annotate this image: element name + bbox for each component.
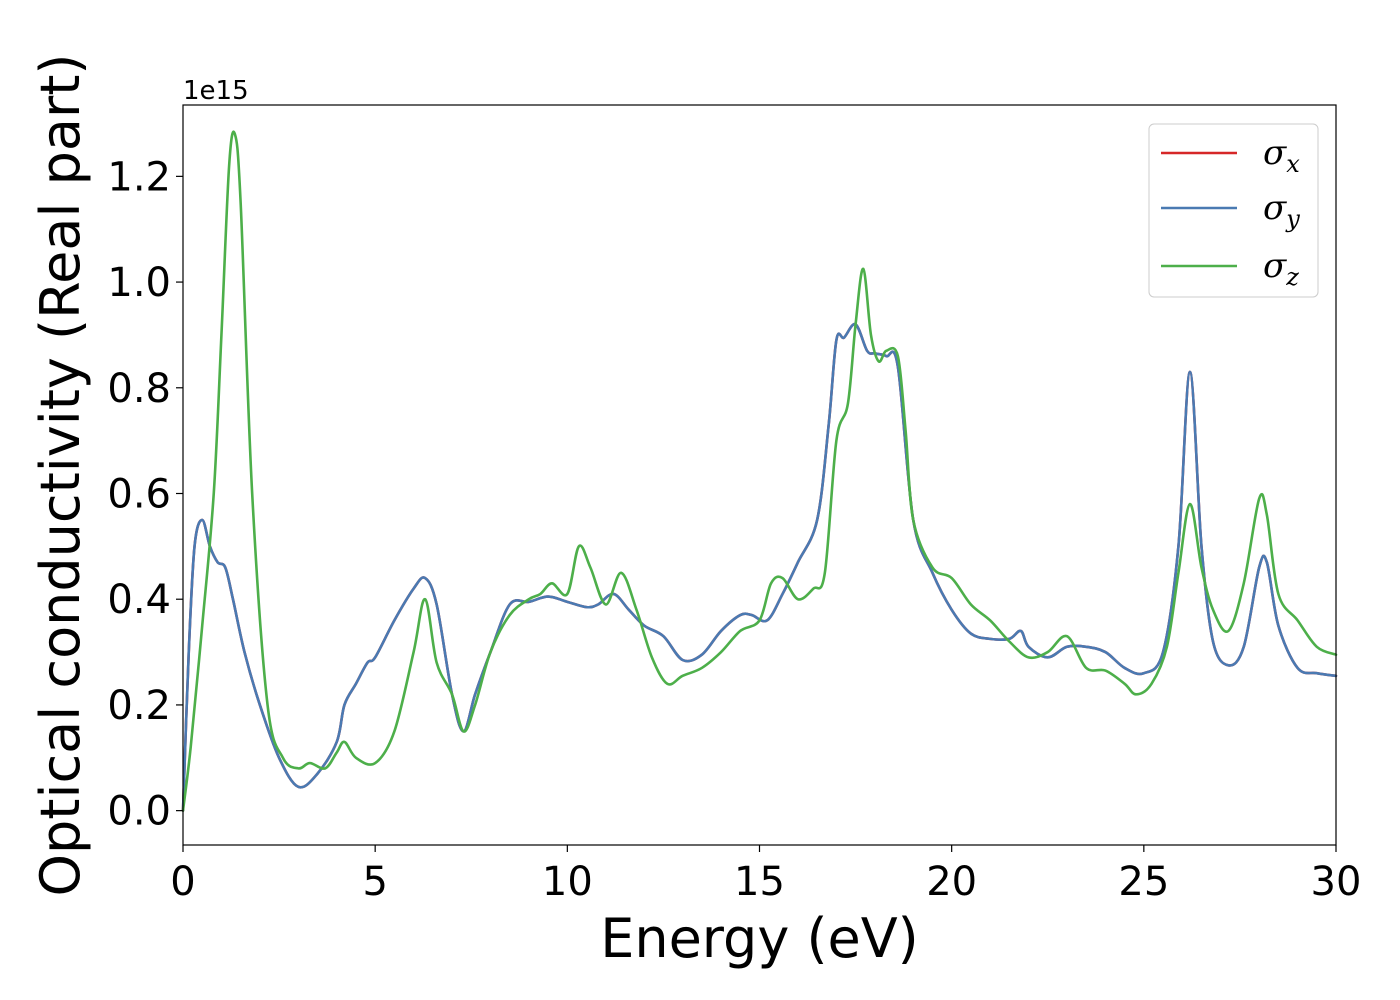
legend-label-y: σy — [1263, 188, 1300, 233]
legend-subscript: z — [1285, 263, 1299, 291]
x-tick-label: 5 — [362, 859, 387, 905]
x-tick-label: 30 — [1311, 859, 1362, 905]
y-tick-label: 0.8 — [107, 366, 171, 412]
x-tick-label: 10 — [542, 859, 593, 905]
x-tick-label: 25 — [1118, 859, 1169, 905]
y-tick-label: 0.4 — [107, 577, 171, 623]
x-axis-ticks: 0 5 10 15 20 25 30 — [170, 845, 1361, 905]
legend-symbol: σ — [1263, 188, 1287, 228]
x-tick-label: 15 — [734, 859, 785, 905]
y-tick-label: 0.6 — [107, 472, 171, 518]
legend-symbol: σ — [1263, 133, 1287, 173]
series-layer — [181, 130, 1338, 812]
legend-label-x: σx — [1263, 133, 1300, 178]
x-tick-label: 0 — [170, 859, 195, 905]
legend-box — [1148, 123, 1319, 298]
y-tick-label: 1.2 — [107, 154, 171, 200]
y-tick-label: 0.2 — [107, 683, 171, 729]
series-line-y — [181, 322, 1338, 812]
y-tick-label: 0.0 — [107, 789, 171, 835]
legend-label-z: σz — [1263, 246, 1299, 291]
legend-symbol: σ — [1263, 246, 1287, 286]
y-axis-ticks: 0.0 0.2 0.4 0.6 0.8 1.0 1.2 — [107, 154, 183, 835]
series-line-z — [181, 130, 1338, 812]
y-tick-label: 1.0 — [107, 260, 171, 306]
y-axis-title: Optical conductivity (Real part) — [29, 54, 92, 897]
x-axis-title: Energy (eV) — [600, 907, 919, 970]
x-tick-label: 20 — [926, 859, 977, 905]
legend-subscript: y — [1285, 205, 1300, 233]
legend-subscript: x — [1286, 150, 1300, 178]
series-line-x — [181, 322, 1338, 812]
y-offset-label: 1e15 — [183, 76, 249, 106]
